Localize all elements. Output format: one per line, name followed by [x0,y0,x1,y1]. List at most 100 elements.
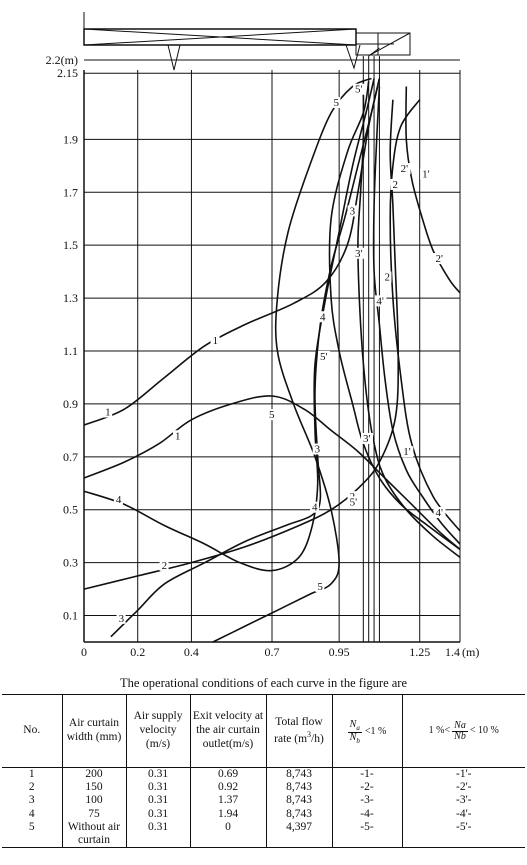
cell-no: 4 [2,807,63,821]
curve-label-bg [116,612,126,624]
curve-label-bg [352,247,365,259]
curve-label-bg [210,335,220,347]
curve-label: 1' [422,168,430,180]
curve-label: 4' [376,295,384,307]
curve-label: 3 [119,613,125,625]
cell-c7: -5'- [401,820,525,849]
header-exit: Exit velocity at the air curtain outlet(… [189,694,267,768]
ceiling-diagonal [83,28,357,46]
x-tick-label: 0 [81,645,87,659]
curve-3-prime [357,81,461,558]
curve-label: 3' [355,248,363,260]
x-tick-label: 0.4 [184,645,199,659]
table-row: 1 200 0.31 0.69 8,743 -1- -1'- [2,767,525,782]
curve-label-bg [331,96,341,108]
cell-exit: 0.69 [189,767,267,782]
y-tick-label: 1.3 [63,291,78,305]
curve-label: 4 [116,494,122,506]
curve-label-bg [374,295,387,307]
curve-label-bg [433,507,446,519]
curve-2 [83,99,400,590]
y-tick-label: 1.1 [63,344,78,358]
curve-label: 1 [105,406,111,418]
table-row: 4 75 0.31 1.94 8,743 -4- -4'- [2,807,525,821]
cell-flow: 8,743 [265,781,333,795]
curve-label: 3 [315,444,321,456]
cell-flow: 8,743 [265,794,333,808]
curve-label-bg [315,581,325,593]
curve-1b [83,395,461,551]
curve-label-bg [173,430,182,442]
cell-width: 100 [61,794,127,808]
curve-label: 2 [162,560,168,572]
y-tick-labels: 0.1 0.3 0.5 0.7 0.9 1.1 1.3 1.5 1.7 1.9 2.152.2(m) [46,53,78,623]
curve-label: 5' [350,496,358,508]
table-header-row: No. Air curtain width (mm) Air supply ve… [2,694,525,768]
y-tick-label: 0.3 [63,556,78,570]
curve-label: 4 [312,502,318,514]
cell-c7: -3'- [401,794,525,808]
curve-label-bg [398,163,411,175]
ceiling-structure [83,12,411,71]
cell-no: 1 [2,767,63,782]
x-axis-unit: (m) [462,645,479,659]
y-tick-label: 0.7 [63,450,78,464]
cell-c7: -2'- [401,781,525,795]
curve-label: 2' [401,163,409,175]
x-tick-label: 0.7 [265,645,280,659]
y-tick-label: 0.9 [63,397,78,411]
y-tick-label: 1.9 [63,132,78,146]
cell-width: 75 [61,807,127,821]
cell-c7: -4'- [401,807,525,821]
curve-label-bg [312,443,322,455]
curve-label-bg [382,271,392,283]
curve-label-bg [361,432,373,444]
header-width: Air curtain width (mm) [61,694,127,768]
curve-label: 4 [320,311,326,323]
table-row: 5 Without air curtain 0.31 0 4,397 -5- -… [2,820,525,849]
cell-supply: 0.31 [125,807,191,821]
curve-label-bg [433,253,446,265]
cell-c7: -1'- [401,767,525,782]
curve-label-bg [267,409,276,421]
cell-flow: 4,397 [265,820,333,849]
cell-c6: -3- [331,794,403,808]
curve-label-bg [113,493,123,505]
cell-c6: -2- [331,781,403,795]
x-tick-label: 1.25 [409,645,430,659]
curve-label: 2' [436,253,444,265]
y-tick-label: 2.15 [57,66,78,80]
cell-exit: 0 [189,820,267,849]
ceiling-vent [345,44,361,70]
door-frame-line [368,47,380,57]
curves [83,77,461,643]
curve-label-bg [318,311,328,323]
header-col6: Na Nb <1 % [331,694,403,768]
conditions-table: No. Air curtain width (mm) Air supply ve… [2,694,525,849]
x-tick-labels: 0 0.2 0.4 0.7 0.95 1.25 1.4 [81,645,460,659]
curve-5 [212,77,372,643]
curve-label: 1 [213,335,219,347]
cell-c6: -4- [331,807,403,821]
header-flow: Total flow rate (m3/h) [265,694,333,768]
curve-label-bg [103,406,113,418]
curve-label-bg [390,178,400,190]
curve-label: 4' [436,507,444,519]
cell-c6: -5- [331,820,403,849]
curve-label: 3 [350,205,356,217]
header-supply: Air supply velocity (m/s) [125,694,191,768]
curve-5-prime [328,81,461,551]
curve-label-bg [401,446,414,458]
cell-width: 200 [61,767,127,782]
curve-label-bg [347,496,360,508]
cell-supply: 0.31 [125,820,191,849]
curve-label: 5 [269,409,275,421]
y-tick-label: 0.1 [63,609,78,623]
table-row: 3 100 0.31 1.37 8,743 -3- -3'- [2,794,525,808]
curve-1-prime [389,99,461,532]
curve-label: 1' [403,446,411,458]
y-tick-label: 0.5 [63,503,78,517]
cell-flow: 8,743 [265,807,333,821]
